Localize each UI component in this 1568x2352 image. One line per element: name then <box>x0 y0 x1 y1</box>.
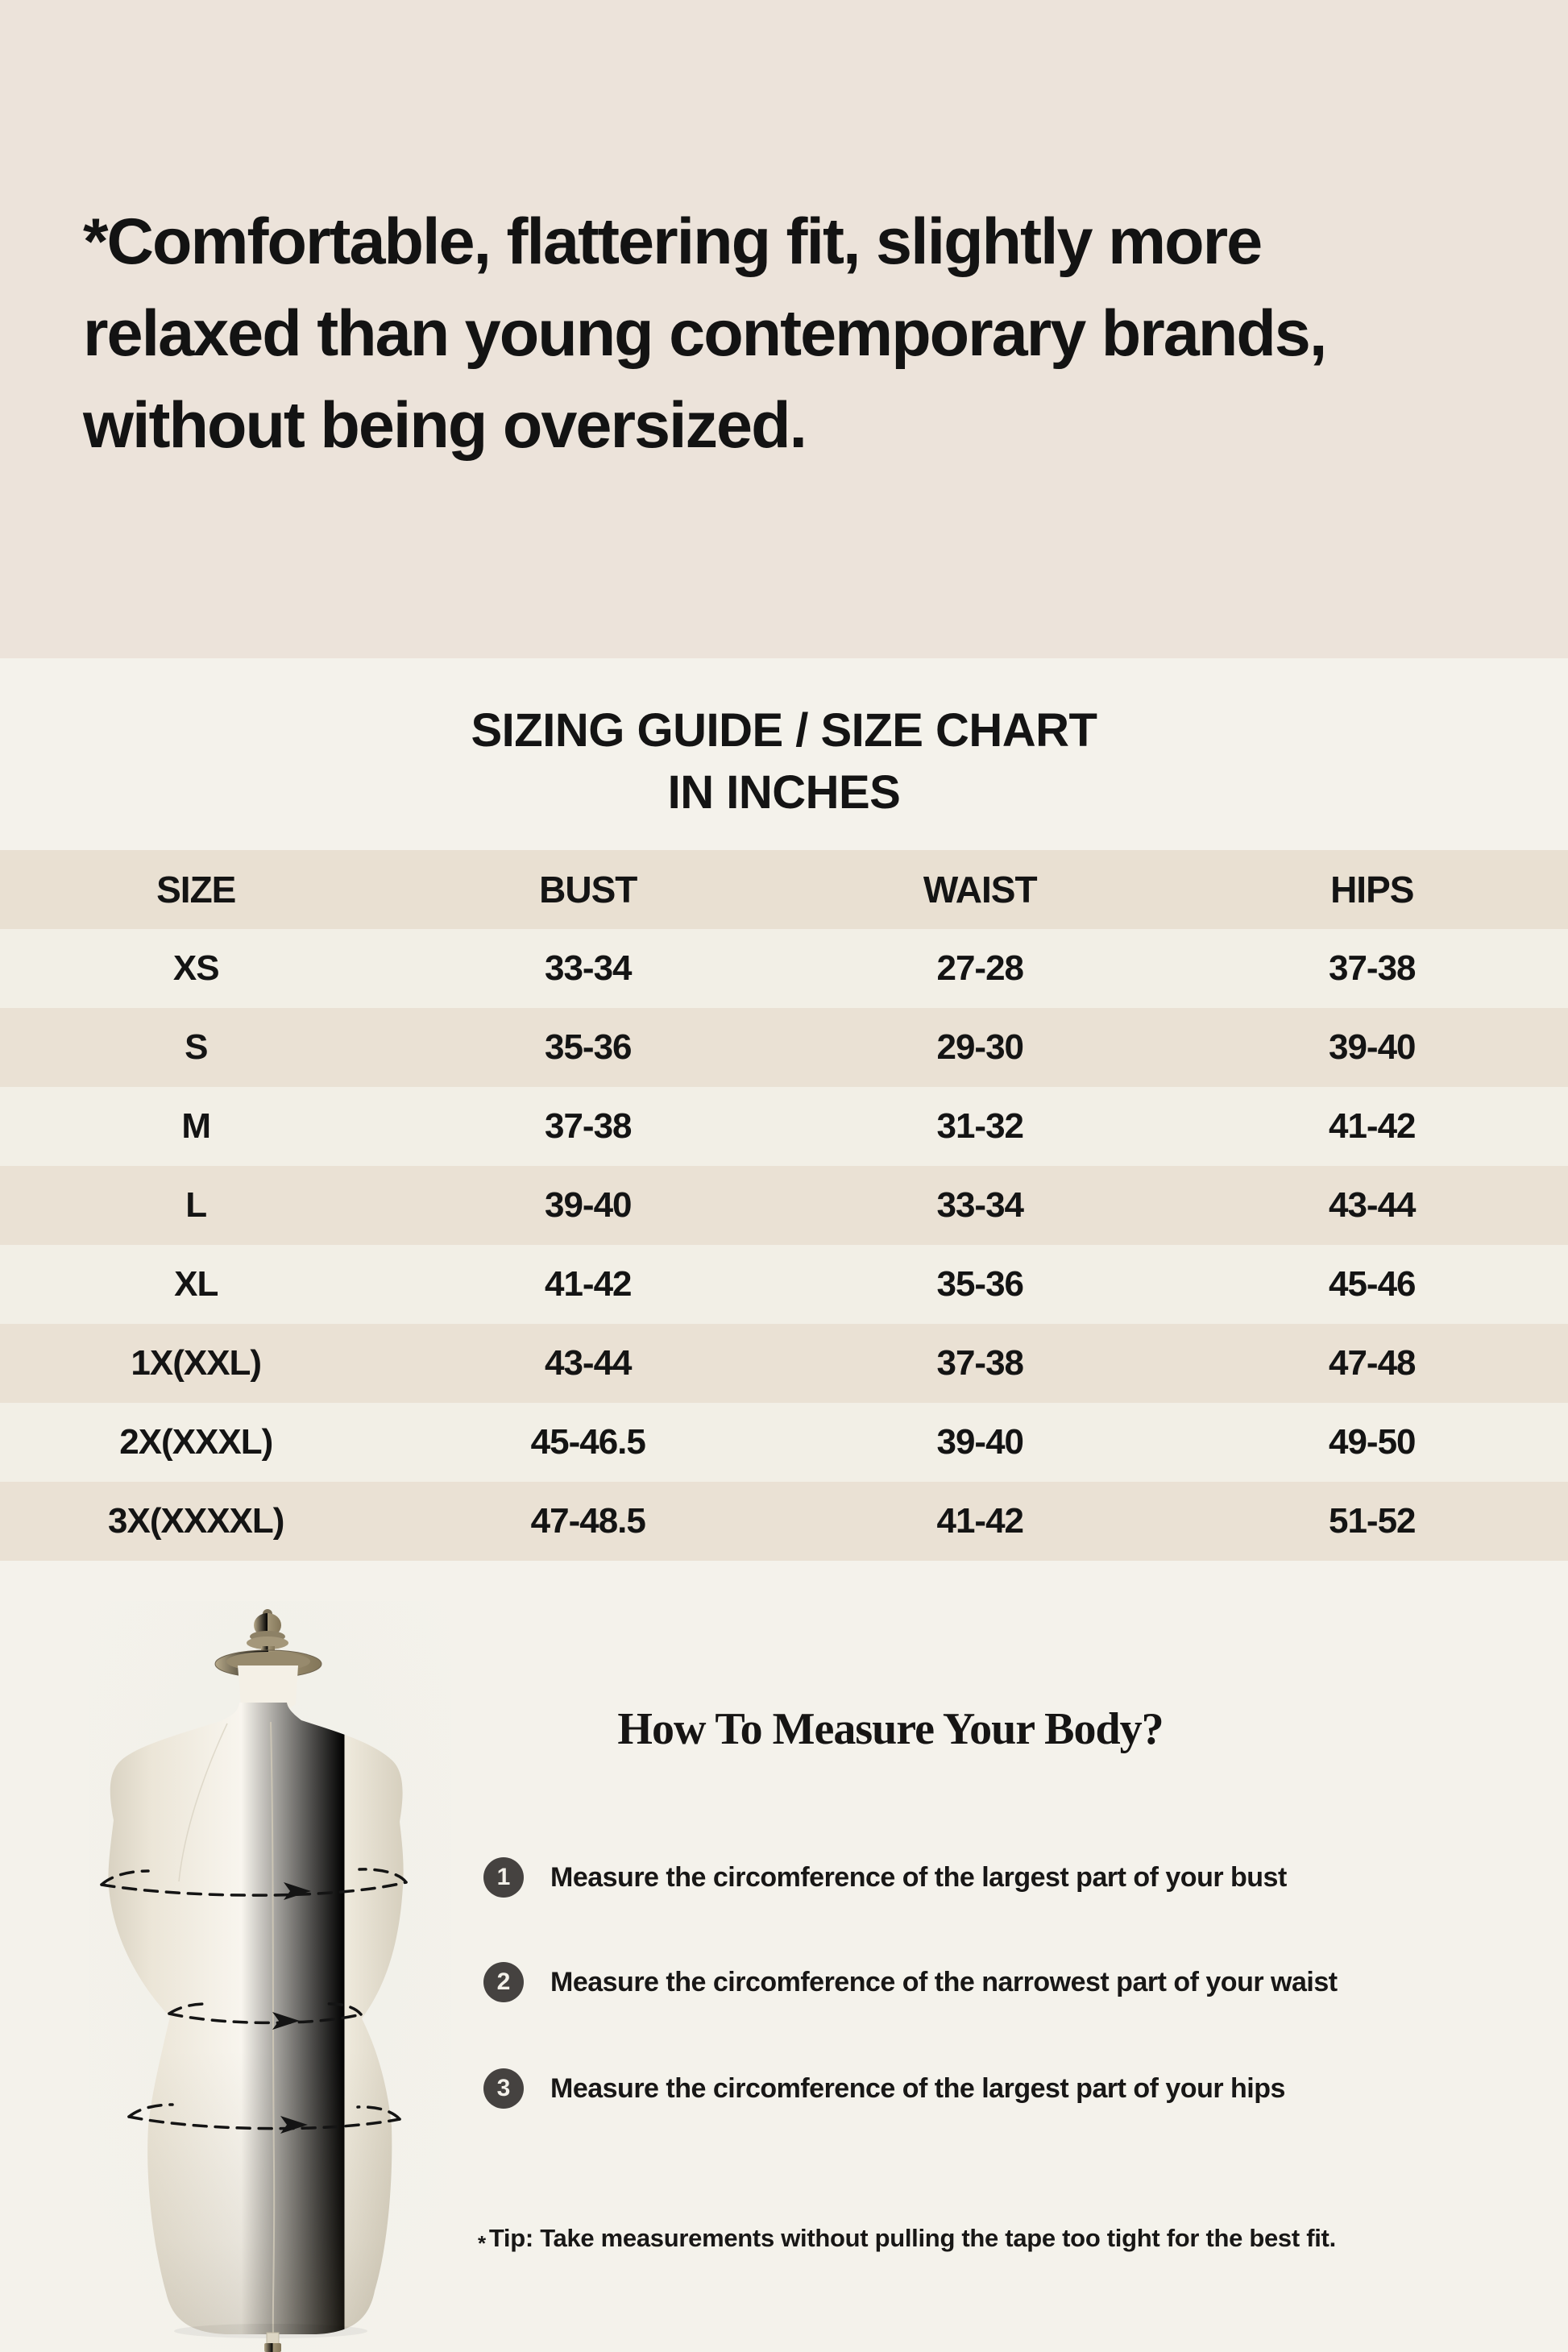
size-chart-subtitle: IN INCHES <box>667 766 901 819</box>
cell-waist: 35-36 <box>936 1264 1024 1304</box>
cell-waist: 33-34 <box>936 1185 1024 1225</box>
center-seam <box>270 1721 276 2335</box>
how-to-measure-section: How To Measure Your Body? 1 Measure the … <box>0 1561 1568 2352</box>
table-row-3x: 3X(XXXXL) 47-48.5 41-42 51-52 <box>0 1482 1568 1561</box>
fit-description-line-2: relaxed than young contemporary brands, <box>83 297 1327 370</box>
fit-description: *Comfortable, flattering fit, slightly m… <box>83 196 1501 471</box>
stand-pole <box>264 2332 281 2352</box>
cell-size: L <box>185 1185 207 1225</box>
measure-step-hips: 3 Measure the circomference of the large… <box>483 2068 1285 2109</box>
cell-waist: 41-42 <box>936 1501 1024 1541</box>
table-row-m: M 37-38 31-32 41-42 <box>0 1087 1568 1166</box>
step-number-badge: 1 <box>483 1857 524 1898</box>
cell-hips: 45-46 <box>1328 1264 1417 1304</box>
hips-line-left-curl <box>127 2103 174 2118</box>
column-header-waist: WAIST <box>923 869 1038 911</box>
cell-waist: 29-30 <box>936 1027 1024 1067</box>
cell-waist: 37-38 <box>936 1343 1024 1383</box>
cell-hips: 51-52 <box>1328 1501 1417 1541</box>
waist-line-left-curl <box>168 2002 208 2015</box>
column-header-size: SIZE <box>156 869 236 911</box>
cell-size: 2X(XXXL) <box>119 1422 273 1462</box>
hips-measure-line <box>127 2115 401 2130</box>
step-text: Measure the circomference of the largest… <box>550 1862 1287 1893</box>
size-chart-table: SIZE BUST WAIST HIPS XS 33-34 27-28 37-3… <box>0 850 1568 1561</box>
table-row-l: L 39-40 33-34 43-44 <box>0 1166 1568 1245</box>
cell-size: 1X(XXL) <box>131 1343 262 1383</box>
column-header-bust: BUST <box>539 869 637 911</box>
cell-hips: 43-44 <box>1328 1185 1417 1225</box>
cell-bust: 39-40 <box>544 1185 633 1225</box>
measure-step-bust: 1 Measure the circomference of the large… <box>483 1857 1287 1898</box>
cell-hips: 37-38 <box>1328 948 1417 988</box>
mannequin-neck <box>238 1665 298 1714</box>
asterisk-icon: * <box>478 2231 486 2255</box>
cell-bust: 43-44 <box>544 1343 633 1383</box>
step-number-badge: 3 <box>483 2068 524 2109</box>
cell-hips: 49-50 <box>1328 1422 1417 1462</box>
measure-step-waist: 2 Measure the circomference of the narro… <box>483 1962 1338 2002</box>
table-row-xs: XS 33-34 27-28 37-38 <box>0 929 1568 1008</box>
chart-title-section <box>0 658 1568 850</box>
fit-description-line-3: without being oversized. <box>83 389 807 462</box>
shoulder-seam <box>178 1723 228 1882</box>
cell-bust: 41-42 <box>544 1264 633 1304</box>
cell-size: S <box>185 1027 208 1067</box>
tip-text: Tip: Take measurements without pulling t… <box>488 2224 1336 2252</box>
cell-hips: 41-42 <box>1328 1106 1417 1146</box>
cell-size: 3X(XXXXL) <box>108 1501 284 1541</box>
hips-line-right-curl <box>356 2105 401 2121</box>
step-number-badge: 2 <box>483 1962 524 2002</box>
waist-measure-line <box>168 2012 363 2025</box>
how-to-measure-title: How To Measure Your Body? <box>617 1704 1164 1754</box>
cell-bust: 35-36 <box>544 1027 633 1067</box>
cell-size: XL <box>174 1264 218 1304</box>
cell-waist: 27-28 <box>936 948 1024 988</box>
intro-section: *Comfortable, flattering fit, slightly m… <box>0 0 1568 658</box>
bust-line-right-curl <box>358 1868 408 1884</box>
cell-bust: 47-48.5 <box>530 1501 646 1541</box>
fit-description-line-1: *Comfortable, flattering fit, slightly m… <box>83 205 1263 278</box>
step-text: Measure the circomference of the narrowe… <box>550 1967 1338 1997</box>
step-text: Measure the circomference of the largest… <box>550 2073 1285 2104</box>
cell-waist: 31-32 <box>936 1106 1024 1146</box>
size-chart-title: SIZING GUIDE / SIZE CHART <box>471 704 1098 757</box>
mannequin-torso <box>108 1703 404 2338</box>
table-row-xl: XL 41-42 35-36 45-46 <box>0 1245 1568 1324</box>
table-row-2x: 2X(XXXL) 45-46.5 39-40 49-50 <box>0 1403 1568 1482</box>
hips-arrow-icon <box>280 2116 308 2134</box>
column-header-hips: HIPS <box>1330 869 1414 911</box>
table-header-row: SIZE BUST WAIST HIPS <box>0 850 1568 929</box>
cell-hips: 39-40 <box>1328 1027 1417 1067</box>
waist-arrow-icon <box>272 2012 300 2030</box>
cell-bust: 45-46.5 <box>530 1422 646 1462</box>
cell-hips: 47-48 <box>1328 1343 1417 1383</box>
bust-arrow-icon <box>284 1882 311 1900</box>
cell-bust: 33-34 <box>544 948 633 988</box>
cell-waist: 39-40 <box>936 1422 1024 1462</box>
cell-size: M <box>181 1106 211 1146</box>
bust-line-left-curl <box>100 1869 150 1886</box>
mannequin-image <box>89 1601 451 2352</box>
table-row-1x: 1X(XXL) 43-44 37-38 47-48 <box>0 1324 1568 1403</box>
measurement-tip: * Tip: Take measurements without pulling … <box>478 2218 1336 2259</box>
waist-line-right-curl <box>324 2002 363 2016</box>
cell-bust: 37-38 <box>544 1106 633 1146</box>
cell-size: XS <box>172 948 220 988</box>
bust-measure-line <box>100 1881 408 1897</box>
table-row-s: S 35-36 29-30 39-40 <box>0 1008 1568 1087</box>
